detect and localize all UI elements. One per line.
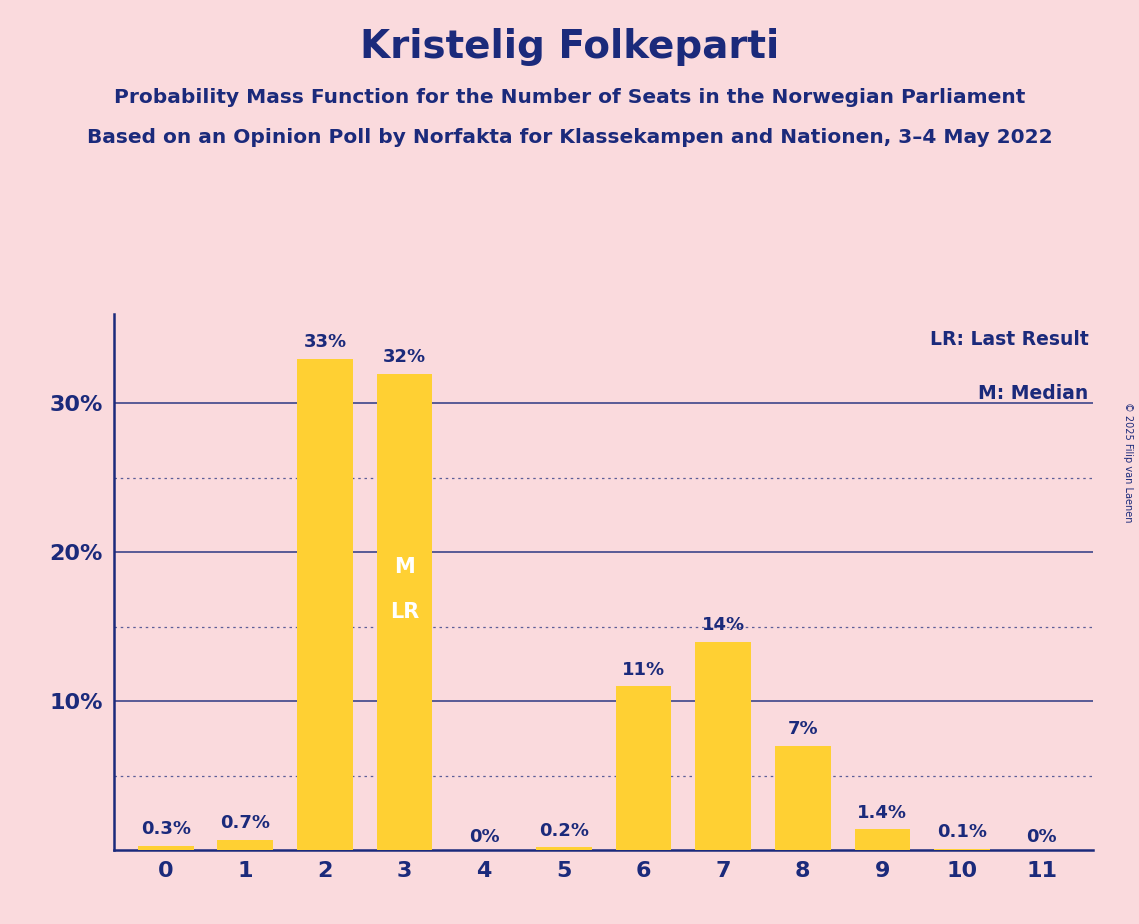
Text: 14%: 14% xyxy=(702,616,745,634)
Bar xyxy=(615,687,671,850)
Text: 0.1%: 0.1% xyxy=(937,823,988,841)
Text: 0.7%: 0.7% xyxy=(220,814,270,833)
Text: Based on an Opinion Poll by Norfakta for Klassekampen and Nationen, 3–4 May 2022: Based on an Opinion Poll by Norfakta for… xyxy=(87,128,1052,147)
Text: Kristelig Folkeparti: Kristelig Folkeparti xyxy=(360,28,779,66)
Bar xyxy=(775,746,830,850)
Text: LR: Last Result: LR: Last Result xyxy=(929,330,1089,349)
Text: Probability Mass Function for the Number of Seats in the Norwegian Parliament: Probability Mass Function for the Number… xyxy=(114,88,1025,107)
Bar xyxy=(377,373,433,850)
Text: 0.3%: 0.3% xyxy=(140,821,190,838)
Bar xyxy=(297,359,353,850)
Text: 11%: 11% xyxy=(622,661,665,679)
Bar xyxy=(138,845,194,850)
Text: 0%: 0% xyxy=(469,828,500,845)
Text: © 2025 Filip van Laenen: © 2025 Filip van Laenen xyxy=(1123,402,1133,522)
Bar xyxy=(854,829,910,850)
Text: 32%: 32% xyxy=(383,348,426,366)
Bar xyxy=(695,641,751,850)
Text: 33%: 33% xyxy=(303,334,346,351)
Bar xyxy=(934,848,990,850)
Text: M: Median: M: Median xyxy=(978,383,1089,403)
Text: 0.2%: 0.2% xyxy=(539,821,589,840)
Text: M: M xyxy=(394,557,415,578)
Text: 0%: 0% xyxy=(1026,828,1057,845)
Text: LR: LR xyxy=(390,602,419,622)
Text: 7%: 7% xyxy=(787,721,818,738)
Bar xyxy=(536,847,592,850)
Text: 1.4%: 1.4% xyxy=(858,804,908,821)
Bar xyxy=(218,840,273,850)
